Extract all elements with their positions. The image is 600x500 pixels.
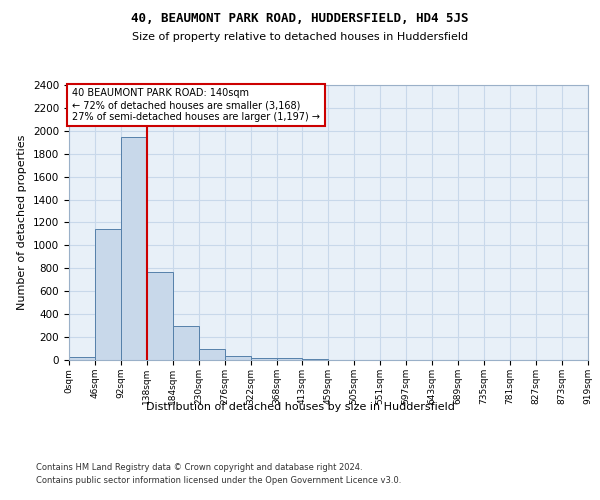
Bar xyxy=(69,356,95,360)
Bar xyxy=(147,272,173,360)
Text: Contains public sector information licensed under the Open Government Licence v3: Contains public sector information licen… xyxy=(36,476,401,485)
Bar xyxy=(225,356,251,360)
Text: Size of property relative to detached houses in Huddersfield: Size of property relative to detached ho… xyxy=(132,32,468,42)
Bar xyxy=(95,230,121,360)
Bar xyxy=(277,358,302,360)
Text: 40 BEAUMONT PARK ROAD: 140sqm
← 72% of detached houses are smaller (3,168)
27% o: 40 BEAUMONT PARK ROAD: 140sqm ← 72% of d… xyxy=(72,88,320,122)
Bar xyxy=(173,326,199,360)
Bar xyxy=(121,136,147,360)
Bar xyxy=(199,348,225,360)
Y-axis label: Number of detached properties: Number of detached properties xyxy=(17,135,28,310)
Text: 40, BEAUMONT PARK ROAD, HUDDERSFIELD, HD4 5JS: 40, BEAUMONT PARK ROAD, HUDDERSFIELD, HD… xyxy=(131,12,469,26)
Bar xyxy=(251,358,277,360)
Text: Distribution of detached houses by size in Huddersfield: Distribution of detached houses by size … xyxy=(146,402,454,412)
Text: Contains HM Land Registry data © Crown copyright and database right 2024.: Contains HM Land Registry data © Crown c… xyxy=(36,462,362,471)
